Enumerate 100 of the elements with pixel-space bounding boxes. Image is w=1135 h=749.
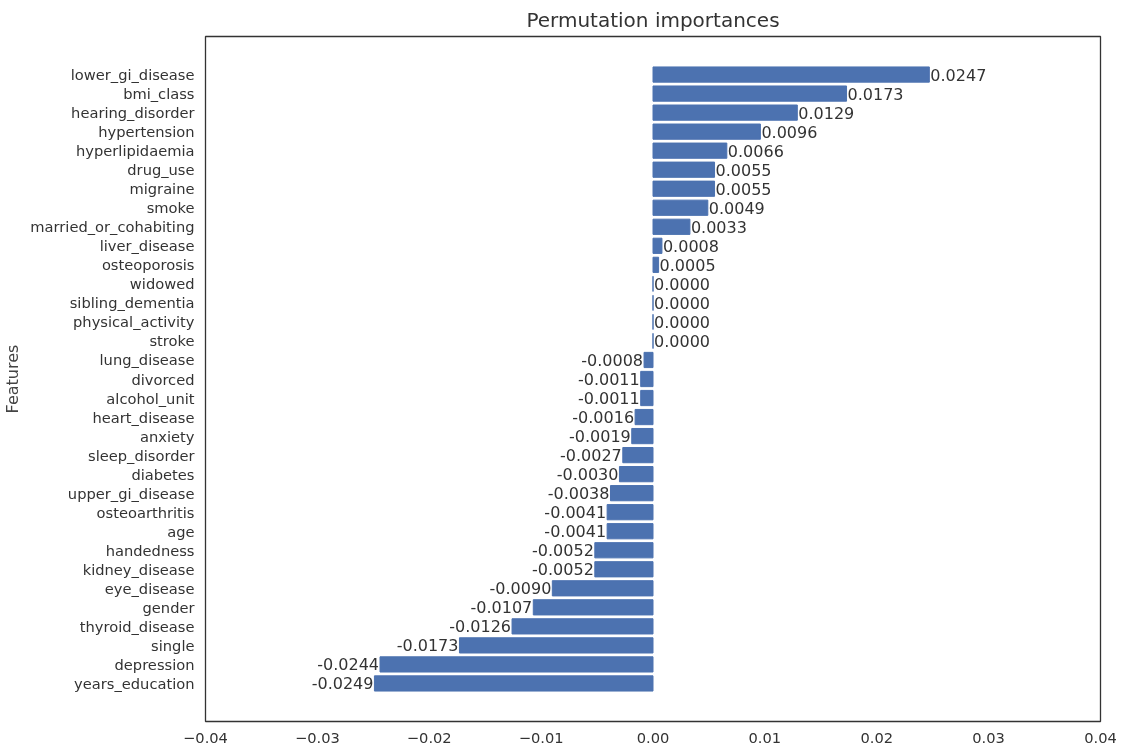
y-tick-label: divorced xyxy=(131,370,195,388)
x-tick-label: 0.00 xyxy=(636,728,670,746)
data-label: -0.0019 xyxy=(568,427,631,447)
x-tick-label: −0.04 xyxy=(183,728,228,746)
data-label: -0.0041 xyxy=(544,522,607,542)
y-tick-label: drug_use xyxy=(127,161,195,179)
data-label: 0.0000 xyxy=(654,293,710,313)
data-label: -0.0030 xyxy=(556,465,619,485)
y-axis-title: Features xyxy=(3,344,23,414)
y-tick-label: hypertension xyxy=(98,123,195,141)
data-label: -0.0126 xyxy=(449,617,512,637)
bar xyxy=(631,427,654,445)
bar xyxy=(652,161,716,178)
bar xyxy=(652,142,728,159)
bar xyxy=(594,542,654,559)
y-tick-label: bmi_class xyxy=(123,85,195,103)
y-tick-label: widowed xyxy=(129,275,195,293)
y-tick-label: years_education xyxy=(74,674,195,692)
y-tick-label: handedness xyxy=(105,541,195,559)
y-tick-label: liver_disease xyxy=(99,237,195,255)
data-label: -0.0173 xyxy=(396,636,459,656)
bar xyxy=(373,675,654,692)
bar xyxy=(618,466,654,483)
data-label: 0.0000 xyxy=(654,331,710,351)
x-tick-label: −0.01 xyxy=(518,728,564,746)
x-tick-label: −0.03 xyxy=(294,728,340,746)
bar xyxy=(511,618,654,635)
bar xyxy=(652,237,663,254)
y-tick-label: age xyxy=(167,522,195,540)
y-tick-label: eye_disease xyxy=(104,579,195,597)
data-label: 0.0005 xyxy=(659,255,716,275)
bar xyxy=(652,256,660,273)
bar xyxy=(458,637,654,654)
y-tick-label: heart_disease xyxy=(92,408,195,426)
bar xyxy=(594,561,654,578)
data-label: -0.0041 xyxy=(544,503,607,523)
bar xyxy=(551,580,654,597)
bar xyxy=(652,199,709,216)
y-tick-label: physical_activity xyxy=(73,313,195,331)
data-label: -0.0038 xyxy=(547,484,610,504)
bar xyxy=(532,599,654,616)
bar xyxy=(652,218,691,235)
data-label: -0.0107 xyxy=(470,598,533,618)
data-label: -0.0249 xyxy=(311,674,374,694)
bar xyxy=(652,104,798,121)
data-label: 0.0000 xyxy=(654,312,710,332)
y-tick-label: hearing_disorder xyxy=(71,104,196,122)
data-label: -0.0090 xyxy=(489,579,552,599)
y-tick-label: kidney_disease xyxy=(82,560,195,578)
y-tick-label: smoke xyxy=(146,199,195,217)
data-label: 0.0173 xyxy=(847,84,904,104)
data-label: -0.0244 xyxy=(317,655,380,675)
y-tick-label: osteoarthritis xyxy=(96,503,195,521)
y-tick-label: married_or_cohabiting xyxy=(30,218,195,236)
x-tick-label: 0.04 xyxy=(1084,728,1117,746)
x-tick-label: 0.01 xyxy=(748,728,782,746)
chart-title: Permutation importances xyxy=(526,7,780,32)
data-label: 0.0049 xyxy=(708,198,765,218)
x-tick-label: 0.03 xyxy=(972,728,1005,746)
y-tick-label: alcohol_unit xyxy=(106,389,195,407)
y-tick-label: sleep_disorder xyxy=(88,446,196,464)
y-tick-label: stroke xyxy=(149,332,195,350)
bar xyxy=(609,485,654,502)
bar xyxy=(606,504,654,521)
data-label: 0.0066 xyxy=(727,141,784,161)
y-tick-label: depression xyxy=(114,655,195,673)
y-tick-label: lung_disease xyxy=(99,351,195,369)
bar xyxy=(652,85,848,102)
bar xyxy=(640,370,654,388)
data-label: 0.0055 xyxy=(715,179,772,199)
y-tick-label: single xyxy=(151,636,195,654)
y-tick-label: upper_gi_disease xyxy=(67,484,195,502)
bar xyxy=(622,447,654,464)
data-label: -0.0008 xyxy=(581,350,644,370)
bar xyxy=(652,180,716,197)
bar xyxy=(634,408,654,426)
bar xyxy=(652,123,761,140)
data-label: 0.0008 xyxy=(662,236,719,256)
data-label: -0.0011 xyxy=(577,370,640,389)
data-label: 0.0000 xyxy=(654,274,710,294)
data-label: -0.0016 xyxy=(572,408,635,428)
data-label: 0.0033 xyxy=(690,217,747,237)
data-label: 0.0129 xyxy=(798,103,855,123)
bar xyxy=(606,523,654,540)
y-tick-label: diabetes xyxy=(131,465,195,483)
data-label: 0.0096 xyxy=(761,122,818,142)
data-label: -0.0011 xyxy=(577,389,640,409)
x-tick-label: −0.02 xyxy=(406,728,452,746)
y-tick-label: lower_gi_disease xyxy=(70,66,195,84)
y-tick-label: migraine xyxy=(129,180,195,198)
y-tick-label: thyroid_disease xyxy=(79,617,195,635)
bar xyxy=(643,351,654,369)
bar xyxy=(640,389,654,407)
data-label: -0.0052 xyxy=(532,560,594,580)
bar xyxy=(379,656,654,673)
data-label: 0.0247 xyxy=(930,65,987,85)
y-tick-label: anxiety xyxy=(140,427,195,445)
y-tick-label: sibling_dementia xyxy=(69,294,195,312)
x-tick-label: 0.02 xyxy=(860,728,894,746)
y-tick-label: hyperlipidaemia xyxy=(76,142,195,160)
